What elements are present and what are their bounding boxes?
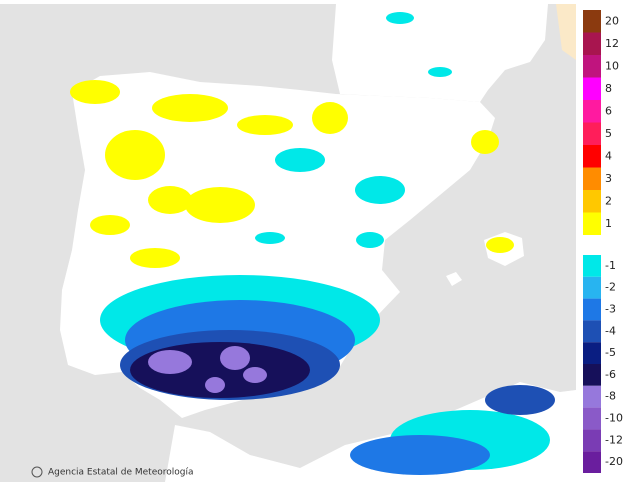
legend-swatch [583,342,601,364]
legend-label: -4 [605,324,616,337]
legend-label: -10 [605,412,623,425]
yellow-areas [70,80,514,268]
legend-label: 8 [605,82,612,95]
legend-swatch [583,55,601,78]
legend-swatch [583,255,601,277]
map [0,4,576,482]
legend-swatch [583,276,601,299]
balearic [446,272,462,286]
legend-label: -3 [605,303,616,316]
legend-label: -6 [605,368,616,381]
legend-label: 3 [605,172,612,185]
legend: 20 12 10 8 6 5 4 3 2 1 -1 -2 -3 -4 -5 -6 -8 -10 -12 -20 [583,10,623,473]
legend-label: 10 [605,59,619,72]
purple-areas [148,346,267,393]
france [332,4,548,102]
credit-text: Agencia Estatal de Meteorología [48,468,194,478]
legend-swatch [583,451,601,473]
legend-swatch [583,407,601,430]
legend-label: -20 [605,455,623,468]
legend-swatch [583,145,601,168]
legend-swatch [583,429,601,452]
legend-swatch [583,10,601,33]
legend-swatch [583,190,601,213]
legend-label: 1 [605,217,612,230]
legend-swatch [583,32,601,55]
legend-label: 2 [605,194,612,207]
legend-label: -12 [605,433,623,446]
legend-label: -5 [605,346,616,359]
legend-swatch [583,298,601,321]
legend-label: -2 [605,281,616,294]
legend-label: -1 [605,259,616,272]
legend-label: -8 [605,390,616,403]
legend-swatch [583,320,601,343]
credit: Agencia Estatal de Meteorología [31,466,194,478]
legend-label: 6 [605,104,612,117]
legend-swatch [583,364,601,386]
copyright-icon [31,466,43,478]
legend-swatch [583,385,601,408]
legend-label: 4 [605,149,612,162]
legend-swatch [583,167,601,190]
legend-label: 12 [605,37,619,50]
legend-swatch [583,212,601,235]
legend-label: 20 [605,14,619,27]
land [556,4,576,60]
legend-swatch [583,100,601,123]
legend-swatch [583,77,601,100]
legend-swatch [583,122,601,145]
legend-label: 5 [605,127,612,140]
